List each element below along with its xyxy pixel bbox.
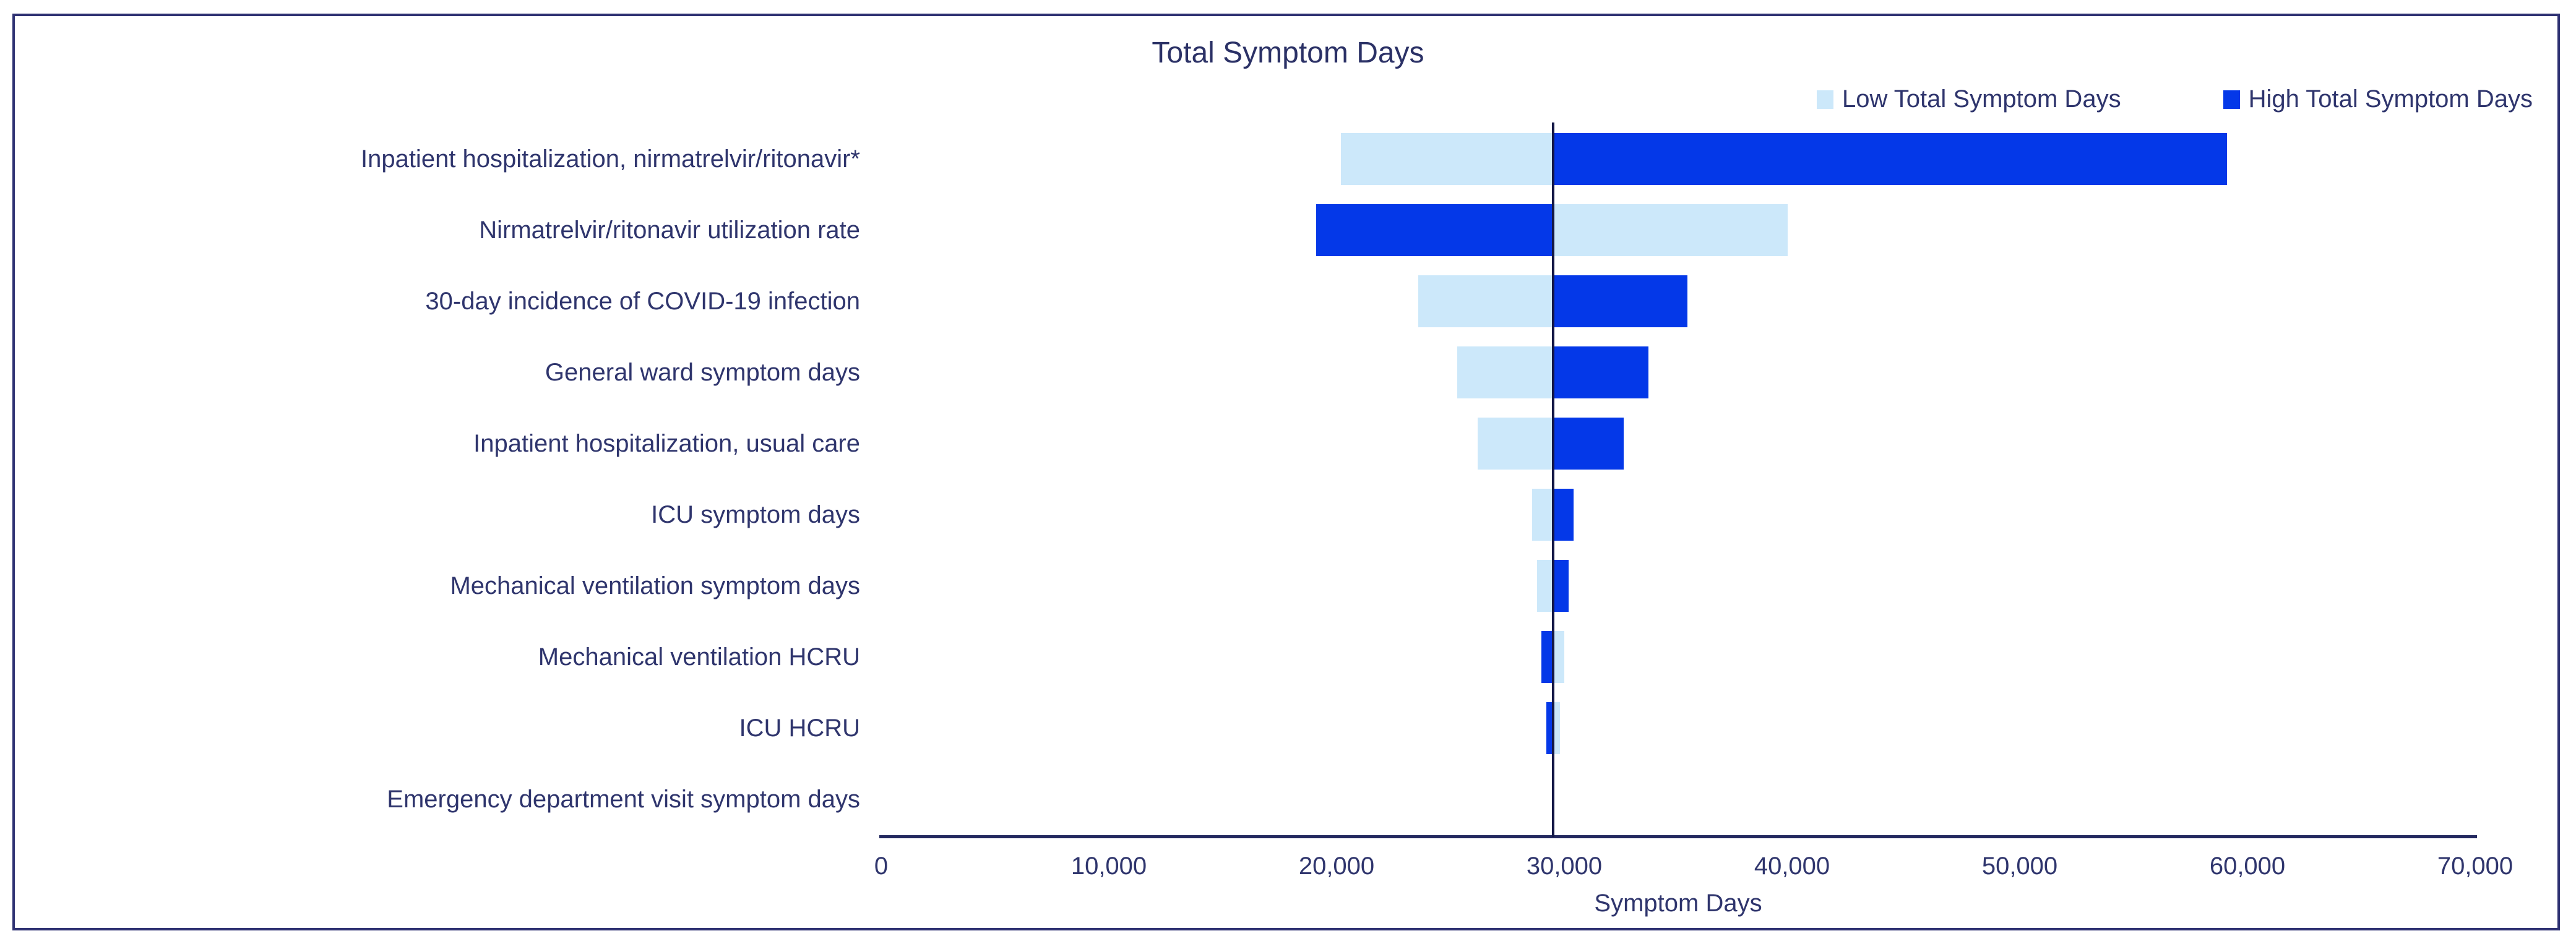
category-label-3: General ward symptom days — [545, 358, 860, 386]
category-label-4: Inpatient hospitalization, usual care — [473, 429, 860, 457]
bar-high-4 — [1553, 417, 1624, 470]
bar-high-6 — [1553, 560, 1569, 612]
chart-title: Total Symptom Days — [1152, 36, 1424, 69]
bar-low-5 — [1532, 489, 1553, 541]
bar-low-0 — [1341, 132, 1553, 185]
bar-low-6 — [1536, 560, 1553, 612]
x-tick-label-5: 50,000 — [1981, 852, 2058, 880]
bar-high-2 — [1553, 275, 1687, 327]
x-tick-label-4: 40,000 — [1754, 852, 1830, 880]
x-axis-line — [879, 835, 2477, 838]
category-label-6: Mechanical ventilation symptom days — [450, 572, 860, 600]
legend-item-high: High Total Symptom Days — [2223, 85, 2533, 113]
x-tick-label-7: 70,000 — [2437, 852, 2514, 880]
legend-swatch-high — [2223, 90, 2240, 109]
bar-high-3 — [1553, 346, 1649, 398]
category-label-9: Emergency department visit symptom days — [387, 786, 860, 814]
bar-low-3 — [1457, 346, 1553, 398]
bar-low-2 — [1418, 275, 1553, 327]
x-tick-label-3: 30,000 — [1526, 852, 1603, 880]
legend-swatch-low — [1817, 90, 1834, 109]
x-tick-label-6: 60,000 — [2209, 852, 2286, 880]
legend-label: Low Total Symptom Days — [1842, 85, 2121, 113]
x-tick-label-0: 0 — [874, 852, 889, 880]
category-label-8: ICU HCRU — [739, 715, 860, 742]
bar-high-1 — [1316, 204, 1553, 256]
legend-item-low: Low Total Symptom Days — [1817, 85, 2121, 113]
bar-high-7 — [1541, 631, 1553, 684]
category-label-0: Inpatient hospitalization, nirmatrelvir/… — [360, 145, 860, 173]
bar-low-7 — [1553, 631, 1564, 684]
category-label-1: Nirmatrelvir/ritonavir utilization rate — [479, 216, 860, 244]
category-label-7: Mechanical ventilation HCRU — [538, 643, 860, 671]
category-label-2: 30-day incidence of COVID-19 infection — [425, 287, 860, 315]
legend: Low Total Symptom Days High Total Symptom… — [1817, 85, 2533, 113]
bar-high-8 — [1546, 702, 1553, 755]
bar-low-8 — [1553, 702, 1560, 755]
x-tick-label-1: 10,000 — [1070, 852, 1147, 880]
x-axis-title: Symptom Days — [1594, 890, 1762, 917]
bar-high-0 — [1553, 132, 2227, 185]
bar-low-1 — [1553, 204, 1788, 256]
category-label-5: ICU symptom days — [651, 501, 860, 528]
bar-high-5 — [1553, 489, 1574, 541]
bar-low-4 — [1478, 417, 1553, 470]
legend-label: High Total Symptom Days — [2248, 85, 2533, 113]
baseline-line — [1551, 122, 1554, 837]
x-tick-label-2: 20,000 — [1298, 852, 1375, 880]
